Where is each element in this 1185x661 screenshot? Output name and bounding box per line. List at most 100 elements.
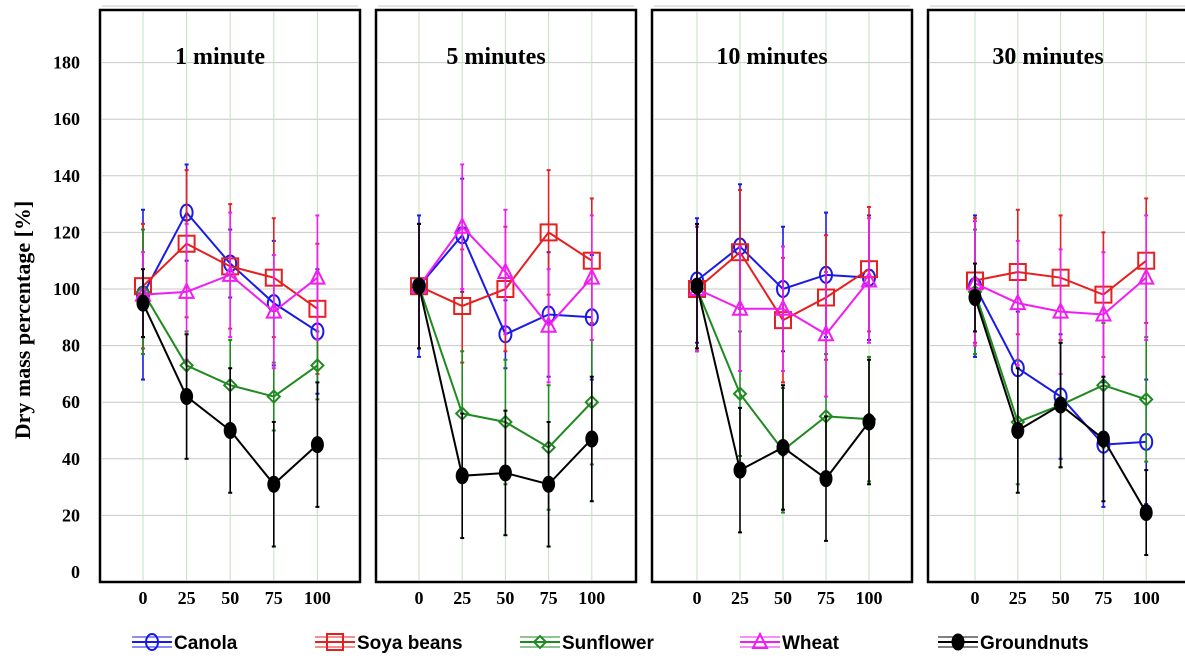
data-point — [1137, 267, 1155, 285]
legend-item: Wheat — [740, 631, 840, 654]
data-point — [690, 277, 704, 295]
series-line — [974, 276, 1147, 316]
panel: 5 minutes 0 25 50 75 100 — [374, 5, 638, 608]
data-point — [177, 281, 196, 299]
panel-title: 1 minute — [175, 44, 265, 70]
panel-title: 30 minutes — [992, 44, 1103, 70]
data-point — [774, 298, 792, 316]
data-point — [968, 288, 982, 306]
data-point — [309, 357, 325, 373]
data-point — [583, 267, 601, 285]
y-axis-label: Dry mass percentage [%] — [10, 201, 35, 439]
data-point — [731, 298, 749, 316]
data-point — [733, 461, 747, 479]
data-point — [751, 631, 769, 649]
legend-item: Canola — [132, 633, 238, 654]
y-tick-label: 20 — [62, 505, 80, 525]
data-point — [862, 413, 876, 431]
legend-label: Soya beans — [357, 633, 463, 654]
legend: Canola Soya beans Sunflower Wheat Groundnuts — [132, 631, 1089, 654]
x-tick-label: 50 — [1052, 588, 1070, 608]
data-point — [1138, 391, 1154, 407]
legend-label: Groundnuts — [980, 633, 1089, 654]
data-point — [860, 270, 878, 288]
data-point — [221, 264, 239, 282]
data-point — [542, 475, 556, 493]
data-point — [1096, 430, 1110, 448]
x-tick-label: 25 — [731, 588, 749, 608]
x-tick-label: 25 — [453, 588, 471, 608]
panel: 30 minutes 0 25 50 75 100 — [926, 5, 1185, 608]
data-point — [585, 430, 599, 448]
x-tick-label: 0 — [971, 588, 980, 608]
y-tick-label: 0 — [71, 562, 80, 582]
data-point — [819, 470, 833, 488]
data-point — [455, 467, 469, 485]
data-point — [412, 277, 426, 295]
data-point — [1011, 422, 1025, 439]
data-point — [776, 438, 790, 456]
y-tick-label: 140 — [53, 166, 80, 186]
data-point — [1051, 301, 1070, 319]
data-point — [1094, 304, 1113, 322]
x-tick-label: 0 — [693, 588, 702, 608]
data-point — [266, 389, 282, 404]
x-tick-label: 50 — [496, 588, 514, 608]
legend-label: Canola — [174, 633, 238, 654]
x-tick-label: 25 — [178, 588, 196, 608]
series-line — [696, 279, 870, 336]
data-point — [532, 634, 548, 650]
x-tick-label: 75 — [1094, 588, 1112, 608]
series — [412, 222, 599, 548]
data-point — [453, 216, 471, 234]
x-tick-label: 0 — [139, 588, 148, 608]
x-tick-label: 25 — [1009, 588, 1027, 608]
data-point — [145, 633, 159, 651]
x-tick-label: 75 — [265, 588, 283, 608]
x-tick-label: 50 — [221, 588, 239, 608]
x-tick-label: 100 — [304, 588, 331, 608]
data-point — [453, 296, 472, 315]
x-tick-label: 75 — [540, 588, 558, 608]
y-tick-label: 100 — [53, 279, 80, 299]
data-point — [539, 315, 558, 333]
legend-item: Sunflower — [520, 633, 654, 654]
data-point — [1054, 396, 1068, 414]
y-tick-label: 40 — [62, 449, 80, 469]
y-tick-label: 120 — [53, 222, 80, 242]
data-point — [310, 436, 324, 454]
y-tick-label: 160 — [53, 109, 80, 129]
series-line — [142, 273, 319, 313]
data-point — [265, 301, 283, 319]
data-point — [136, 294, 150, 312]
y-tick-label: 60 — [62, 392, 80, 412]
legend-item: Soya beans — [315, 633, 463, 654]
data-point — [180, 388, 194, 406]
data-point — [1009, 292, 1027, 311]
data-point — [817, 324, 835, 342]
data-point — [308, 267, 327, 285]
panel-title: 5 minutes — [446, 44, 545, 70]
x-tick-label: 100 — [856, 588, 883, 608]
series-line — [418, 225, 593, 328]
panel: 10 minutes 0 25 50 75 100 — [650, 5, 914, 608]
x-tick-label: 0 — [415, 588, 424, 608]
data-point — [951, 633, 965, 651]
data-point — [539, 223, 558, 242]
x-tick-label: 75 — [817, 588, 835, 608]
legend-label: Wheat — [782, 633, 840, 654]
series — [136, 268, 324, 548]
y-tick-labels: 0 20 40 60 80 100 120 140 160 180 — [53, 53, 80, 582]
data-point — [732, 386, 748, 402]
data-point — [496, 261, 515, 280]
panel-title: 10 minutes — [716, 44, 827, 70]
x-tick-label: 50 — [774, 588, 792, 608]
series — [690, 222, 876, 542]
series — [134, 211, 327, 370]
data-point — [326, 633, 344, 651]
series — [968, 262, 1153, 557]
y-tick-label: 80 — [62, 336, 80, 356]
data-point — [267, 475, 281, 493]
legend-item: Groundnuts — [938, 633, 1089, 654]
